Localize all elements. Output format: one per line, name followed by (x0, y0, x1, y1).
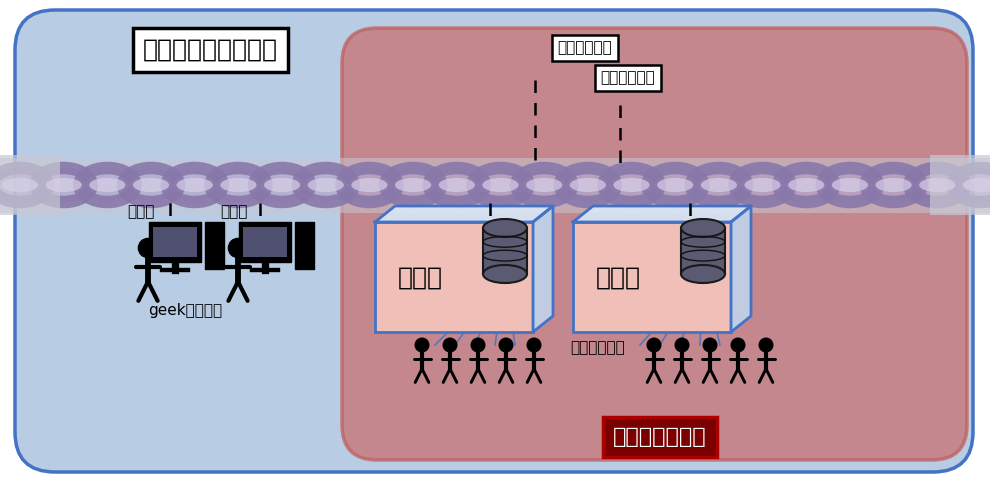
Circle shape (229, 239, 248, 257)
Ellipse shape (133, 178, 169, 192)
Circle shape (444, 338, 456, 352)
Bar (206, 222, 225, 269)
Ellipse shape (483, 219, 527, 237)
Polygon shape (533, 206, 553, 332)
Ellipse shape (254, 168, 310, 202)
Ellipse shape (526, 178, 562, 192)
Ellipse shape (963, 178, 990, 192)
Bar (153, 227, 197, 257)
Ellipse shape (788, 178, 825, 192)
Circle shape (139, 239, 157, 257)
Ellipse shape (569, 178, 606, 192)
Ellipse shape (46, 178, 82, 192)
Ellipse shape (342, 168, 397, 202)
Ellipse shape (516, 168, 572, 202)
Bar (239, 222, 291, 262)
Ellipse shape (875, 178, 912, 192)
Ellipse shape (89, 178, 126, 192)
Ellipse shape (909, 168, 965, 202)
Ellipse shape (953, 168, 990, 202)
Ellipse shape (735, 168, 791, 202)
Bar (295, 222, 315, 269)
Ellipse shape (264, 178, 300, 192)
Ellipse shape (123, 168, 179, 202)
Ellipse shape (395, 178, 432, 192)
Ellipse shape (744, 178, 781, 192)
Ellipse shape (701, 178, 737, 192)
Ellipse shape (221, 178, 256, 192)
Bar (244, 227, 286, 257)
Ellipse shape (822, 168, 878, 202)
Ellipse shape (0, 168, 48, 202)
Ellipse shape (472, 168, 529, 202)
FancyBboxPatch shape (573, 222, 731, 332)
Text: 専用採掘業者: 専用採掘業者 (601, 70, 655, 85)
FancyBboxPatch shape (15, 10, 973, 472)
Ellipse shape (385, 168, 442, 202)
Ellipse shape (681, 265, 725, 283)
Ellipse shape (483, 265, 527, 283)
Ellipse shape (176, 178, 213, 192)
Bar (0, 155, 60, 215)
Ellipse shape (559, 168, 616, 202)
Ellipse shape (79, 168, 136, 202)
Text: 取引所: 取引所 (596, 266, 641, 290)
Ellipse shape (604, 168, 659, 202)
Ellipse shape (614, 178, 649, 192)
Text: 素人の利用者: 素人の利用者 (570, 340, 625, 356)
Bar (483, 228, 527, 274)
Ellipse shape (351, 178, 387, 192)
Ellipse shape (36, 168, 92, 202)
Ellipse shape (308, 178, 344, 192)
Circle shape (415, 338, 429, 352)
Bar (930, 155, 990, 215)
Ellipse shape (166, 168, 223, 202)
Text: トラストレスの世界: トラストレスの世界 (143, 38, 277, 62)
Circle shape (499, 338, 513, 352)
FancyBboxPatch shape (342, 28, 967, 460)
Ellipse shape (429, 168, 485, 202)
Circle shape (703, 338, 717, 352)
Ellipse shape (865, 168, 922, 202)
Ellipse shape (778, 168, 835, 202)
Ellipse shape (919, 178, 955, 192)
Text: ノード: ノード (128, 204, 155, 219)
Circle shape (647, 338, 660, 352)
Ellipse shape (657, 178, 693, 192)
Circle shape (528, 338, 541, 352)
Text: geekな利用者: geekな利用者 (148, 303, 222, 318)
Circle shape (471, 338, 485, 352)
Ellipse shape (647, 168, 703, 202)
Ellipse shape (211, 168, 266, 202)
Text: 専用採掘業者: 専用採掘業者 (557, 40, 613, 55)
Circle shape (732, 338, 744, 352)
Text: 取引所: 取引所 (398, 266, 443, 290)
FancyBboxPatch shape (375, 222, 533, 332)
Polygon shape (375, 206, 553, 222)
Polygon shape (573, 206, 751, 222)
Ellipse shape (2, 178, 38, 192)
Ellipse shape (691, 168, 746, 202)
Bar (148, 222, 201, 262)
Ellipse shape (832, 178, 868, 192)
Ellipse shape (482, 178, 519, 192)
Bar (681, 228, 725, 274)
Text: トラストの世界: トラストの世界 (613, 427, 707, 447)
Ellipse shape (681, 219, 725, 237)
Polygon shape (731, 206, 751, 332)
Bar (0, 158, 990, 213)
Circle shape (759, 338, 773, 352)
Ellipse shape (439, 178, 475, 192)
Text: ノード: ノード (221, 204, 248, 219)
Ellipse shape (298, 168, 353, 202)
Circle shape (675, 338, 689, 352)
